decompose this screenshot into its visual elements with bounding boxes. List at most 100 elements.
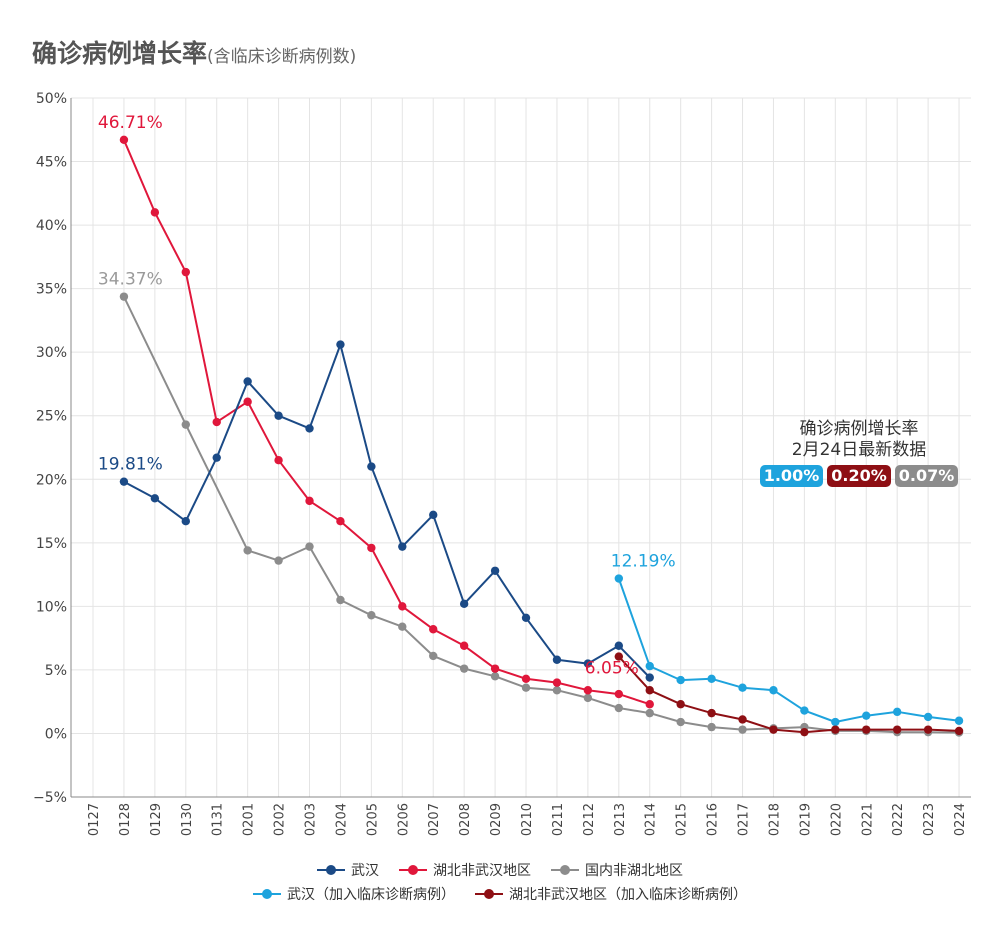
data-point-series-2 (676, 717, 685, 727)
data-point-series-0 (459, 599, 469, 609)
data-point-series-2 (552, 686, 562, 695)
y-tick-label: 35% (36, 282, 67, 298)
data-point-series-3 (614, 574, 624, 583)
data-point-series-2 (181, 420, 190, 429)
data-label: 12.19% (611, 552, 676, 572)
data-point-series-3 (862, 711, 871, 720)
data-point-series-3 (892, 707, 902, 717)
data-point-series-2 (367, 611, 376, 620)
legend-row-2: 武汉（加入临床诊断病例） 湖北非武汉地区（加入临床诊断病例） (0, 884, 1000, 904)
x-tick-label: 0222 (891, 803, 906, 836)
data-point-series-2 (583, 693, 593, 703)
legend-item-wuhan[interactable]: 武汉 (317, 860, 379, 880)
x-tick-label: 0203 (304, 803, 319, 836)
data-point-series-4 (954, 726, 964, 736)
data-point-series-3 (645, 661, 654, 671)
x-tick-label: 0223 (922, 803, 937, 836)
data-point-series-3 (923, 712, 933, 722)
x-tick-label: 0210 (520, 803, 535, 836)
legend-item-hubei-clinical[interactable]: 湖北非武汉地区（加入临床诊断病例） (475, 884, 747, 904)
series-line-0 (123, 343, 651, 679)
data-point-series-1 (305, 496, 314, 506)
legend-swatch-non-hubei (551, 865, 579, 875)
data-point-series-0 (212, 453, 221, 462)
x-tick-label: 0215 (675, 803, 690, 836)
y-tick-label: 25% (36, 409, 67, 425)
data-point-series-0 (398, 542, 407, 551)
data-point-series-2 (429, 651, 438, 661)
data-point-series-1 (429, 625, 438, 634)
legend-item-wuhan-clinical[interactable]: 武汉（加入临床诊断病例） (253, 884, 455, 904)
callout-title: 确诊病例增长率 (799, 419, 919, 439)
y-tick-label: 0% (45, 726, 67, 742)
data-point-series-3 (707, 674, 716, 684)
x-tick-label: 0219 (798, 803, 813, 836)
x-tick-label: 0214 (644, 803, 659, 836)
legend-swatch-wuhan (317, 865, 345, 875)
chart-subtitle: (含临床诊断病例数) (207, 47, 357, 67)
legend-label-wuhan: 武汉 (351, 863, 379, 879)
data-point-series-0 (305, 424, 314, 433)
data-point-series-1 (212, 417, 221, 427)
data-point-series-2 (336, 595, 345, 605)
data-point-series-0 (336, 340, 345, 349)
legend-row-1: 武汉 湖北非武汉地区 国内非湖北地区 (0, 860, 1000, 880)
data-point-series-3 (769, 686, 778, 695)
data-point-series-2 (119, 292, 129, 301)
legend-label-wuhan-clinical: 武汉（加入临床诊断病例） (287, 887, 455, 903)
data-point-series-4 (769, 725, 778, 734)
legend-swatch-hubei-clinical (475, 889, 503, 899)
data-point-series-0 (552, 655, 562, 664)
data-point-series-4 (831, 725, 840, 734)
series-line-3 (617, 578, 960, 723)
data-point-series-2 (243, 546, 252, 555)
data-point-series-1 (398, 602, 407, 611)
data-point-series-2 (707, 722, 716, 732)
data-point-series-0 (119, 477, 129, 486)
data-point-series-4 (676, 700, 685, 709)
data-point-series-1 (521, 674, 531, 684)
data-point-series-0 (521, 613, 531, 623)
data-point-series-2 (305, 542, 314, 551)
x-tick-label: 0216 (706, 803, 721, 836)
callout-badges: 1.00% 0.20% 0.07% (754, 465, 964, 487)
data-point-series-2 (645, 708, 654, 718)
data-point-series-2 (738, 725, 747, 734)
data-point-series-0 (490, 566, 500, 575)
legend-item-hubei-non-wuhan[interactable]: 湖北非武汉地区 (399, 860, 531, 880)
data-point-series-1 (645, 700, 654, 709)
data-point-series-1 (583, 686, 593, 695)
latest-data-callout: 确诊病例增长率 2月24日最新数据 1.00% 0.20% 0.07% (754, 419, 964, 487)
x-tick-label: 0128 (118, 803, 133, 836)
series-line-1 (122, 139, 651, 706)
data-point-series-2 (274, 556, 283, 565)
legend-label-hubei-non-wuhan: 湖北非武汉地区 (433, 863, 531, 879)
badge-wuhan-clinical: 1.00% (759, 465, 824, 487)
x-tick-label: 0217 (737, 803, 752, 836)
data-point-series-1 (490, 664, 500, 673)
x-tick-label: 0207 (427, 803, 442, 836)
data-point-series-2 (459, 664, 469, 673)
y-tick-label: 40% (36, 218, 67, 234)
callout-subtitle: 2月24日最新数据 (791, 440, 927, 460)
y-tick-label: 30% (36, 345, 67, 361)
x-tick-label: 0221 (860, 803, 875, 836)
y-tick-label: −5% (33, 790, 67, 806)
badge-hubei-clinical: 0.20% (827, 465, 891, 487)
legend-swatch-hubei-non-wuhan (399, 865, 427, 875)
chart-title-row: 确诊病例增长率(含临床诊断病例数) (32, 34, 356, 70)
legend-label-hubei-clinical: 湖北非武汉地区（加入临床诊断病例） (509, 887, 747, 903)
data-point-series-3 (831, 717, 840, 727)
data-point-series-2 (614, 703, 624, 713)
data-point-series-0 (181, 517, 190, 526)
data-label: 46.71% (98, 113, 163, 133)
x-tick-label: 0220 (829, 803, 844, 836)
x-tick-label: 0224 (953, 803, 968, 836)
x-tick-label: 0213 (613, 803, 628, 836)
legend-item-non-hubei[interactable]: 国内非湖北地区 (551, 860, 683, 880)
x-tick-label: 0202 (273, 803, 288, 836)
data-point-series-0 (274, 411, 283, 420)
data-point-series-1 (367, 543, 376, 553)
data-label: 34.37% (98, 270, 163, 290)
